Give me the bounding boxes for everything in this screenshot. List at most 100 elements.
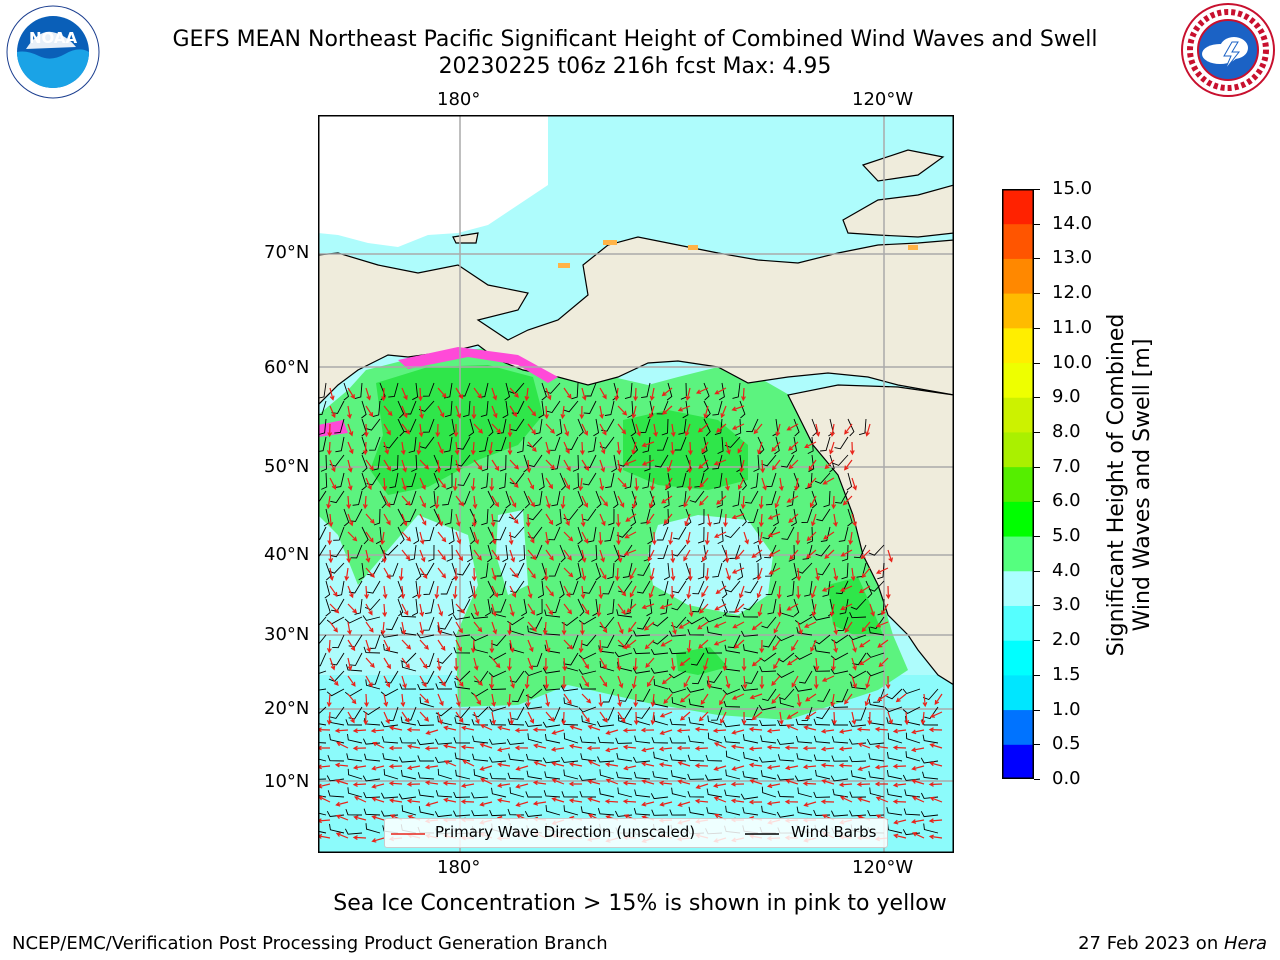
wind-barb — [362, 775, 381, 782]
wave-arrow — [785, 724, 799, 731]
wind-barb — [815, 544, 831, 557]
wave-arrow — [844, 621, 853, 634]
wind-barb — [836, 688, 849, 703]
wave-arrow — [838, 746, 853, 752]
wave-arrow — [784, 745, 799, 751]
wind-barb — [685, 508, 692, 527]
wind-barb — [385, 616, 399, 631]
wind-barb — [433, 472, 440, 491]
wind-barb — [671, 696, 687, 708]
wind-barb — [706, 788, 723, 798]
wave-arrow — [748, 726, 763, 732]
wave-arrow — [545, 585, 554, 597]
wave-arrow — [401, 657, 410, 669]
wind-barb — [526, 770, 543, 780]
wind-barb — [633, 771, 651, 780]
wave-arrow — [437, 513, 444, 527]
wave-arrow — [821, 675, 835, 682]
wind-barb — [504, 382, 511, 401]
wave-arrow — [614, 387, 620, 402]
wind-barb — [413, 526, 420, 545]
wave-arrow — [347, 423, 354, 437]
wave-arrow — [419, 675, 427, 688]
wave-arrow — [346, 495, 352, 510]
colorbar-tick-label: 1.5 — [1052, 663, 1081, 685]
wave-arrow — [786, 423, 799, 431]
wind-barb — [718, 382, 725, 401]
wind-barb — [602, 688, 615, 703]
wind-barb — [479, 436, 489, 453]
wave-arrow — [353, 815, 367, 821]
wave-arrow — [347, 441, 354, 455]
wave-arrow — [551, 761, 565, 767]
wave-arrow — [491, 423, 502, 434]
wind-barb — [542, 667, 561, 674]
wind-barb — [472, 735, 489, 744]
wind-barb — [408, 544, 417, 561]
wind-barb — [813, 718, 831, 726]
wind-barb — [494, 598, 507, 613]
wind-barb — [778, 688, 795, 701]
wave-arrow — [598, 639, 604, 654]
sea-ice-note: Sea Ice Concentration > 15% is shown in … — [333, 891, 947, 916]
wave-arrow — [774, 495, 781, 509]
wave-arrow — [668, 531, 674, 546]
wave-arrow — [425, 801, 439, 807]
wave-arrow — [663, 693, 673, 705]
wave-arrow — [509, 711, 514, 726]
wind-barb — [735, 418, 742, 436]
wind-barb — [489, 718, 507, 726]
wave-arrow — [659, 711, 673, 718]
wave-direction-arrows — [318, 387, 943, 843]
wave-arrow — [766, 764, 781, 770]
wind-barb — [533, 418, 543, 435]
wind-barb — [434, 738, 453, 745]
wave-arrow — [599, 675, 608, 688]
wind-barb — [813, 791, 831, 798]
wave-arrow — [346, 549, 352, 564]
wave-arrow — [795, 531, 801, 546]
wind-barb — [760, 770, 777, 780]
wind-barb — [847, 418, 855, 437]
wind-barb — [802, 544, 813, 560]
wind-barb — [777, 790, 795, 798]
wind-barb — [660, 598, 669, 615]
wave-arrow — [875, 621, 889, 628]
wind-barb — [624, 472, 633, 489]
wave-arrow — [887, 711, 893, 725]
wind-barb — [481, 508, 489, 526]
wind-barb — [404, 418, 417, 433]
wind-barb — [480, 472, 489, 490]
wind-barb — [788, 544, 795, 562]
wind-barb — [397, 418, 405, 437]
wave-arrow — [473, 693, 481, 706]
wind-barb — [423, 382, 435, 397]
wave-arrow — [623, 549, 637, 556]
wind-barb — [903, 808, 921, 816]
wave-arrow — [684, 513, 691, 527]
wind-barb — [372, 454, 381, 471]
wind-barb — [847, 508, 853, 527]
wind-barb — [452, 631, 471, 638]
wind-barb — [697, 562, 705, 580]
wave-arrow — [388, 763, 403, 769]
wave-arrow — [635, 423, 641, 437]
wave-arrow — [784, 799, 799, 805]
wave-arrow — [318, 727, 331, 733]
wind-barb — [538, 472, 545, 491]
wind-barb — [612, 490, 619, 509]
wind-barb — [761, 786, 777, 798]
wave-arrow — [491, 621, 498, 635]
wave-arrow — [347, 603, 358, 614]
wind-barb — [767, 598, 777, 615]
wind-barb — [632, 667, 651, 674]
colorbar-segment — [1002, 536, 1034, 572]
wind-barb — [619, 688, 633, 702]
wave-arrow — [928, 781, 943, 787]
wind-barb — [849, 612, 867, 619]
wave-arrow — [659, 801, 673, 807]
wave-arrow — [424, 764, 439, 770]
wave-arrow — [738, 585, 745, 599]
wave-arrow — [878, 657, 889, 668]
wind-barb — [765, 562, 777, 577]
